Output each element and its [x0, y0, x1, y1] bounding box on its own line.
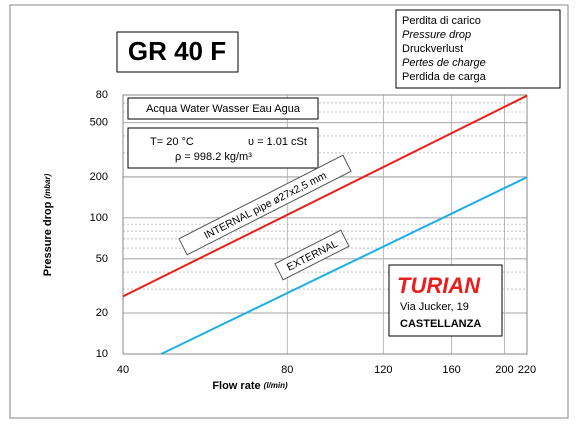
- y-tick-label: 10: [96, 348, 108, 360]
- density: ρ = 998.2 kg/m³: [175, 151, 252, 163]
- external-label-box: [274, 229, 350, 281]
- viscosity: υ = 1.01 cSt: [248, 136, 307, 148]
- x-tick-label: 40: [117, 364, 129, 376]
- temperature: T= 20 °C: [150, 136, 194, 148]
- legend-line: Pertes de charge: [402, 57, 486, 69]
- series-line: [160, 176, 528, 355]
- x-tick-label: 160: [442, 364, 460, 376]
- y-unit: (mbar): [43, 173, 52, 198]
- legend-line: Perdida de carga: [402, 71, 487, 83]
- y-tick-label: 100: [90, 212, 108, 224]
- y-tick-label: 500: [90, 117, 108, 129]
- fluid: Acqua Water Wasser Eau Agua: [146, 103, 301, 115]
- y-tick-label: 200: [90, 171, 108, 183]
- x-tick-label: 200: [495, 364, 513, 376]
- x-tick-label: 80: [281, 364, 293, 376]
- x-axis-label: Flow rate (l/min): [212, 380, 288, 392]
- city: CASTELLANZA: [400, 318, 481, 330]
- brand: TURIAN: [397, 273, 481, 298]
- x-tick-label: 220: [518, 364, 536, 376]
- legend-line: Druckverlust: [402, 43, 463, 55]
- address: Via Jucker, 19: [400, 301, 469, 313]
- internal-label-box: [178, 154, 352, 256]
- x-label: Flow rate: [212, 380, 260, 392]
- lines: [122, 94, 528, 355]
- legend-line: Perdita di carico: [402, 15, 481, 27]
- x-tick-label: 120: [374, 364, 392, 376]
- series-line: [122, 94, 528, 298]
- chart-title: GR 40 F: [128, 36, 226, 66]
- y-axis-label: Pressure drop (mbar): [42, 173, 54, 276]
- y-tick-label: 50: [96, 253, 108, 265]
- legend-box: [395, 9, 561, 89]
- brand-box: [388, 264, 503, 337]
- properties-box: [127, 127, 319, 169]
- y-tick-label: 20: [96, 307, 108, 319]
- plot-frame: [122, 94, 528, 355]
- y-label: Pressure drop: [42, 201, 54, 276]
- title-box: [116, 31, 239, 73]
- fluid-box: [127, 97, 319, 120]
- y-tick-label: 80: [96, 89, 108, 101]
- legend-line: Pressure drop: [402, 29, 471, 41]
- x-unit: (l/min): [264, 381, 288, 390]
